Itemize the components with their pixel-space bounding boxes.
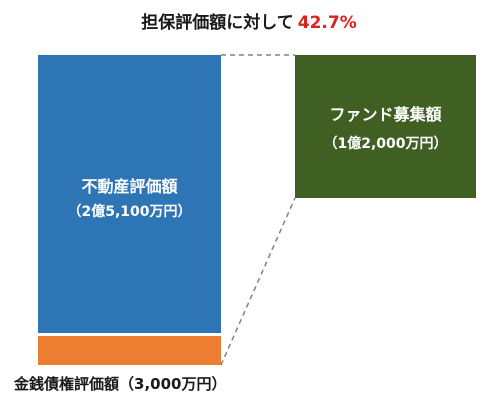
property-valuation-block: 不動産評価額 （2億5,100万円） — [38, 55, 221, 333]
fund-raising-label: ファンド募集額 — [329, 105, 442, 124]
property-valuation-label: 不動産評価額 — [81, 177, 178, 196]
title-text: 担保評価額に対して — [141, 13, 294, 33]
diagram-title: 担保評価額に対して 42.7% — [0, 8, 498, 33]
connector-bottom — [220, 197, 296, 366]
monetary-claim-label: 金銭債権評価額（3,000万円） — [14, 375, 227, 393]
coverage-percentage: 42.7% — [297, 13, 357, 33]
fund-raising-amount: （1億2,000万円） — [323, 136, 448, 152]
property-valuation-amount: （2億5,100万円） — [67, 204, 192, 220]
monetary-claim-block — [38, 336, 221, 365]
fund-raising-block: ファンド募集額 （1億2,000万円） — [295, 55, 476, 198]
